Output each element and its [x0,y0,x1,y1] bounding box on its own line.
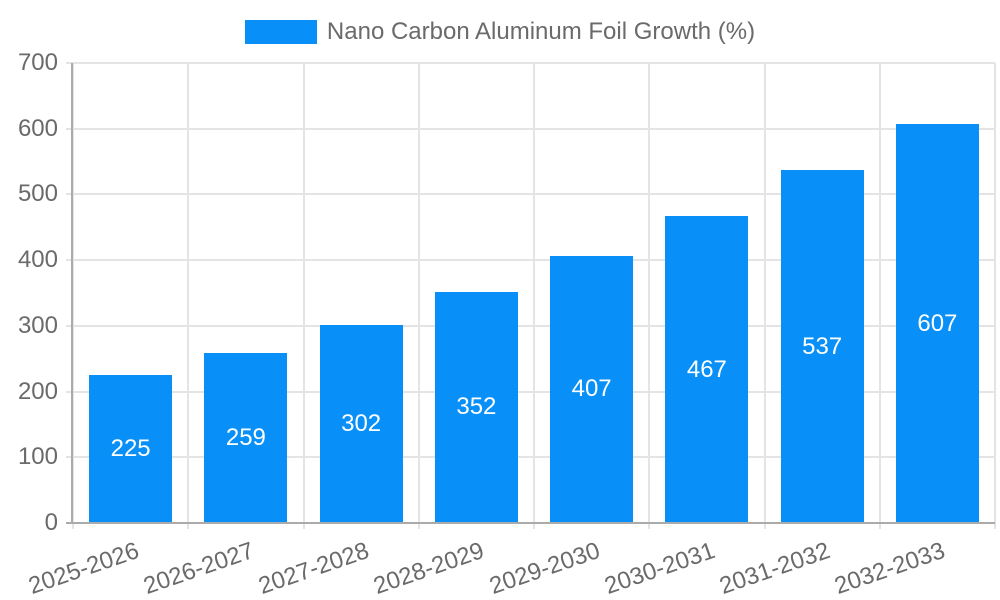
bar-value-label: 537 [802,332,843,360]
y-axis-line [71,63,73,523]
y-gridline [66,259,995,262]
x-gridline [763,63,766,529]
y-gridline [66,390,995,393]
bar-value-label: 607 [917,309,958,337]
x-gridline [302,63,305,529]
bar[interactable] [895,124,979,523]
x-gridline [417,63,420,529]
y-axis-tick-label: 600 [17,114,58,142]
bar[interactable] [550,255,634,523]
x-axis-line [66,522,995,524]
x-gridline [994,63,996,529]
y-axis-tick-label: 400 [17,246,58,274]
y-gridline [66,193,995,196]
y-gridline [66,127,995,130]
bar[interactable] [665,216,749,523]
bar[interactable] [780,170,864,523]
x-gridline [533,63,535,529]
x-gridline [72,63,74,529]
y-axis-tick-label: 500 [17,180,58,208]
y-axis-tick-label: 300 [17,311,58,339]
bar-value-label: 259 [225,423,266,451]
bar-value-label: 407 [571,375,612,403]
bar-value-label: 467 [686,355,727,383]
bar[interactable] [319,324,403,523]
legend-swatch-icon [244,20,317,44]
y-axis-tick-label: 700 [17,49,58,76]
y-axis-tick-label: 100 [17,443,58,471]
bar-value-label: 352 [456,393,497,421]
bar[interactable] [204,352,288,523]
bar[interactable] [434,291,518,523]
bar-value-label: 225 [110,435,151,463]
y-gridline [66,324,995,327]
x-gridline [878,63,881,529]
x-gridline [648,63,651,529]
bar-value-label: 302 [341,409,382,437]
x-gridline [187,63,190,529]
legend-label: Nano Carbon Aluminum Foil Growth (%) [326,18,756,45]
y-gridline [66,456,995,459]
y-axis-tick-label: 0 [44,509,58,536]
y-axis-tick-label: 200 [17,377,58,405]
y-gridline [66,62,995,64]
bar[interactable] [89,375,173,523]
chart-legend[interactable]: Nano Carbon Aluminum Foil Growth (%) [0,18,1000,46]
